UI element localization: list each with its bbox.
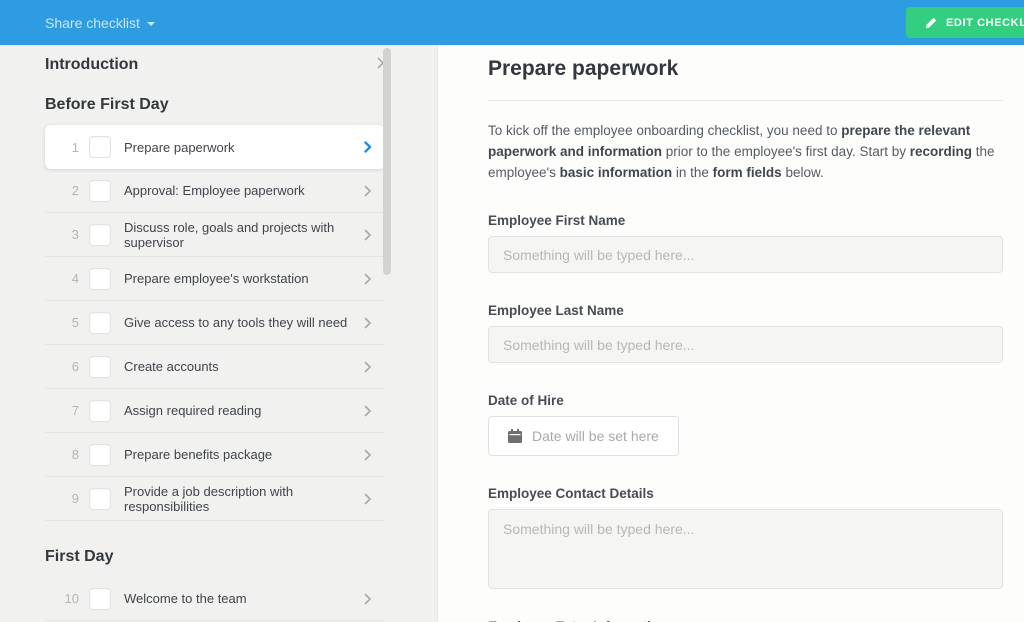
checklist-item-prepare-employee-s-workstation[interactable]: 4 Prepare employee's workstation <box>45 257 385 301</box>
checklist-item-welcome-to-the-team[interactable]: 10 Welcome to the team <box>45 577 385 621</box>
date-placeholder-text: Date will be set here <box>532 428 659 444</box>
checklist-item-give-access-to-any-tools-they-will-need[interactable]: 5 Give access to any tools they will need <box>45 301 385 345</box>
chevron-right-icon <box>364 449 372 461</box>
field-label-employee-extra-information: Employee Extra Information <box>488 619 1003 622</box>
chevron-right-icon <box>364 229 372 241</box>
section-header-introduction[interactable]: Introduction <box>45 45 385 85</box>
chevron-right-icon <box>364 493 372 505</box>
item-checkbox[interactable] <box>89 399 111 422</box>
item-label: Prepare paperwork <box>124 139 235 155</box>
checklist-item-assign-required-reading[interactable]: 7 Assign required reading <box>45 389 385 433</box>
input-employee-last-name[interactable] <box>488 326 1003 363</box>
item-number: 1 <box>71 139 79 155</box>
task-description: To kick off the employee onboarding chec… <box>488 123 995 180</box>
item-checkbox[interactable] <box>89 136 111 158</box>
content-area: Introduction Before First Day 1 Prepare pap… <box>0 45 1024 622</box>
chevron-right-icon <box>364 273 372 285</box>
edit-checklist-button-label: EDIT CHECKLIST <box>946 16 1024 29</box>
item-label: Approval: Employee paperwork <box>124 183 305 198</box>
field-label-employee-contact-details: Employee Contact Details <box>488 486 654 501</box>
item-label: Create accounts <box>124 359 219 374</box>
section-header-before-first-day: Before First Day <box>45 85 385 125</box>
checklist-sidebar: Introduction Before First Day 1 Prepare pap… <box>0 45 437 622</box>
item-number: 7 <box>71 403 79 418</box>
item-number: 10 <box>64 591 79 606</box>
item-label: Discuss role, goals and projects with su… <box>124 219 335 250</box>
share-checklist-dropdown[interactable]: Share checklist <box>45 0 155 45</box>
date-picker-date-of-hire[interactable]: Date will be set here <box>488 416 679 456</box>
item-label: Assign required reading <box>124 403 262 418</box>
checklist-item-create-accounts[interactable]: 6 Create accounts <box>45 345 385 389</box>
section-title: First Day <box>45 548 114 565</box>
item-checkbox[interactable] <box>89 311 111 334</box>
section-title: Introduction <box>45 56 139 73</box>
chevron-right-icon <box>364 141 372 153</box>
item-label: Give access to any tools they will need <box>124 315 348 330</box>
item-checkbox[interactable] <box>89 179 111 202</box>
title-divider <box>488 100 1003 101</box>
share-checklist-label: Share checklist <box>45 14 140 31</box>
chevron-right-icon <box>364 317 372 329</box>
checklist-item-prepare-benefits-package[interactable]: 8 Prepare benefits package <box>45 433 385 477</box>
item-checkbox[interactable] <box>89 587 111 610</box>
field-label-employee-last-name: Employee Last Name <box>488 303 624 318</box>
task-panel: Prepare paperwork To kick off the employ… <box>437 45 1024 622</box>
item-number: 9 <box>71 491 79 506</box>
item-label: Welcome to the team <box>124 591 247 606</box>
item-label: Provide a job description with responsib… <box>124 483 294 514</box>
checklist-item-prepare-paperwork[interactable]: 1 Prepare paperwork <box>45 125 385 169</box>
caret-down-icon <box>146 21 155 26</box>
field-label-employee-first-name: Employee First Name <box>488 213 626 228</box>
chevron-right-icon <box>364 405 372 417</box>
checklist-item-approval-employee-paperwork[interactable]: 2 Approval: Employee paperwork <box>45 169 385 213</box>
topbar: Share checklist EDIT CHECKLIST <box>0 0 1024 45</box>
item-number: 6 <box>71 359 79 374</box>
section-header-first-day: First Day <box>45 537 385 577</box>
item-number: 3 <box>71 227 79 242</box>
item-checkbox[interactable] <box>89 487 111 510</box>
item-checkbox[interactable] <box>89 223 111 246</box>
chevron-right-icon <box>364 185 372 197</box>
item-number: 2 <box>71 183 79 198</box>
item-checkbox[interactable] <box>89 443 111 466</box>
item-checkbox[interactable] <box>89 267 111 290</box>
input-employee-first-name[interactable] <box>488 236 1003 273</box>
edit-checklist-button[interactable]: EDIT CHECKLIST <box>906 7 1024 38</box>
chevron-right-icon <box>364 361 372 373</box>
section-title: Before First Day <box>45 96 169 113</box>
checklist-item-discuss-role-goals-and-projects-with-supervisor[interactable]: 3 Discuss role, goals and projects with s… <box>45 213 385 257</box>
item-checkbox[interactable] <box>89 355 111 378</box>
chevron-right-icon <box>364 593 372 605</box>
field-label-date-of-hire: Date of Hire <box>488 393 564 408</box>
sidebar-scrollbar-thumb[interactable] <box>383 48 391 275</box>
item-label: Prepare employee's workstation <box>124 271 309 286</box>
item-label: Prepare benefits package <box>124 447 273 462</box>
calendar-icon <box>508 429 522 443</box>
item-number: 4 <box>71 271 79 286</box>
item-number: 5 <box>71 315 79 330</box>
pencil-icon <box>925 17 937 29</box>
item-number: 8 <box>71 447 79 462</box>
textarea-employee-contact-details[interactable] <box>488 509 1003 589</box>
task-title: Prepare paperwork <box>488 57 679 80</box>
checklist-item-provide-a-job-description-with-responsibilities[interactable]: 9 Provide a job description with responsi… <box>45 477 385 521</box>
